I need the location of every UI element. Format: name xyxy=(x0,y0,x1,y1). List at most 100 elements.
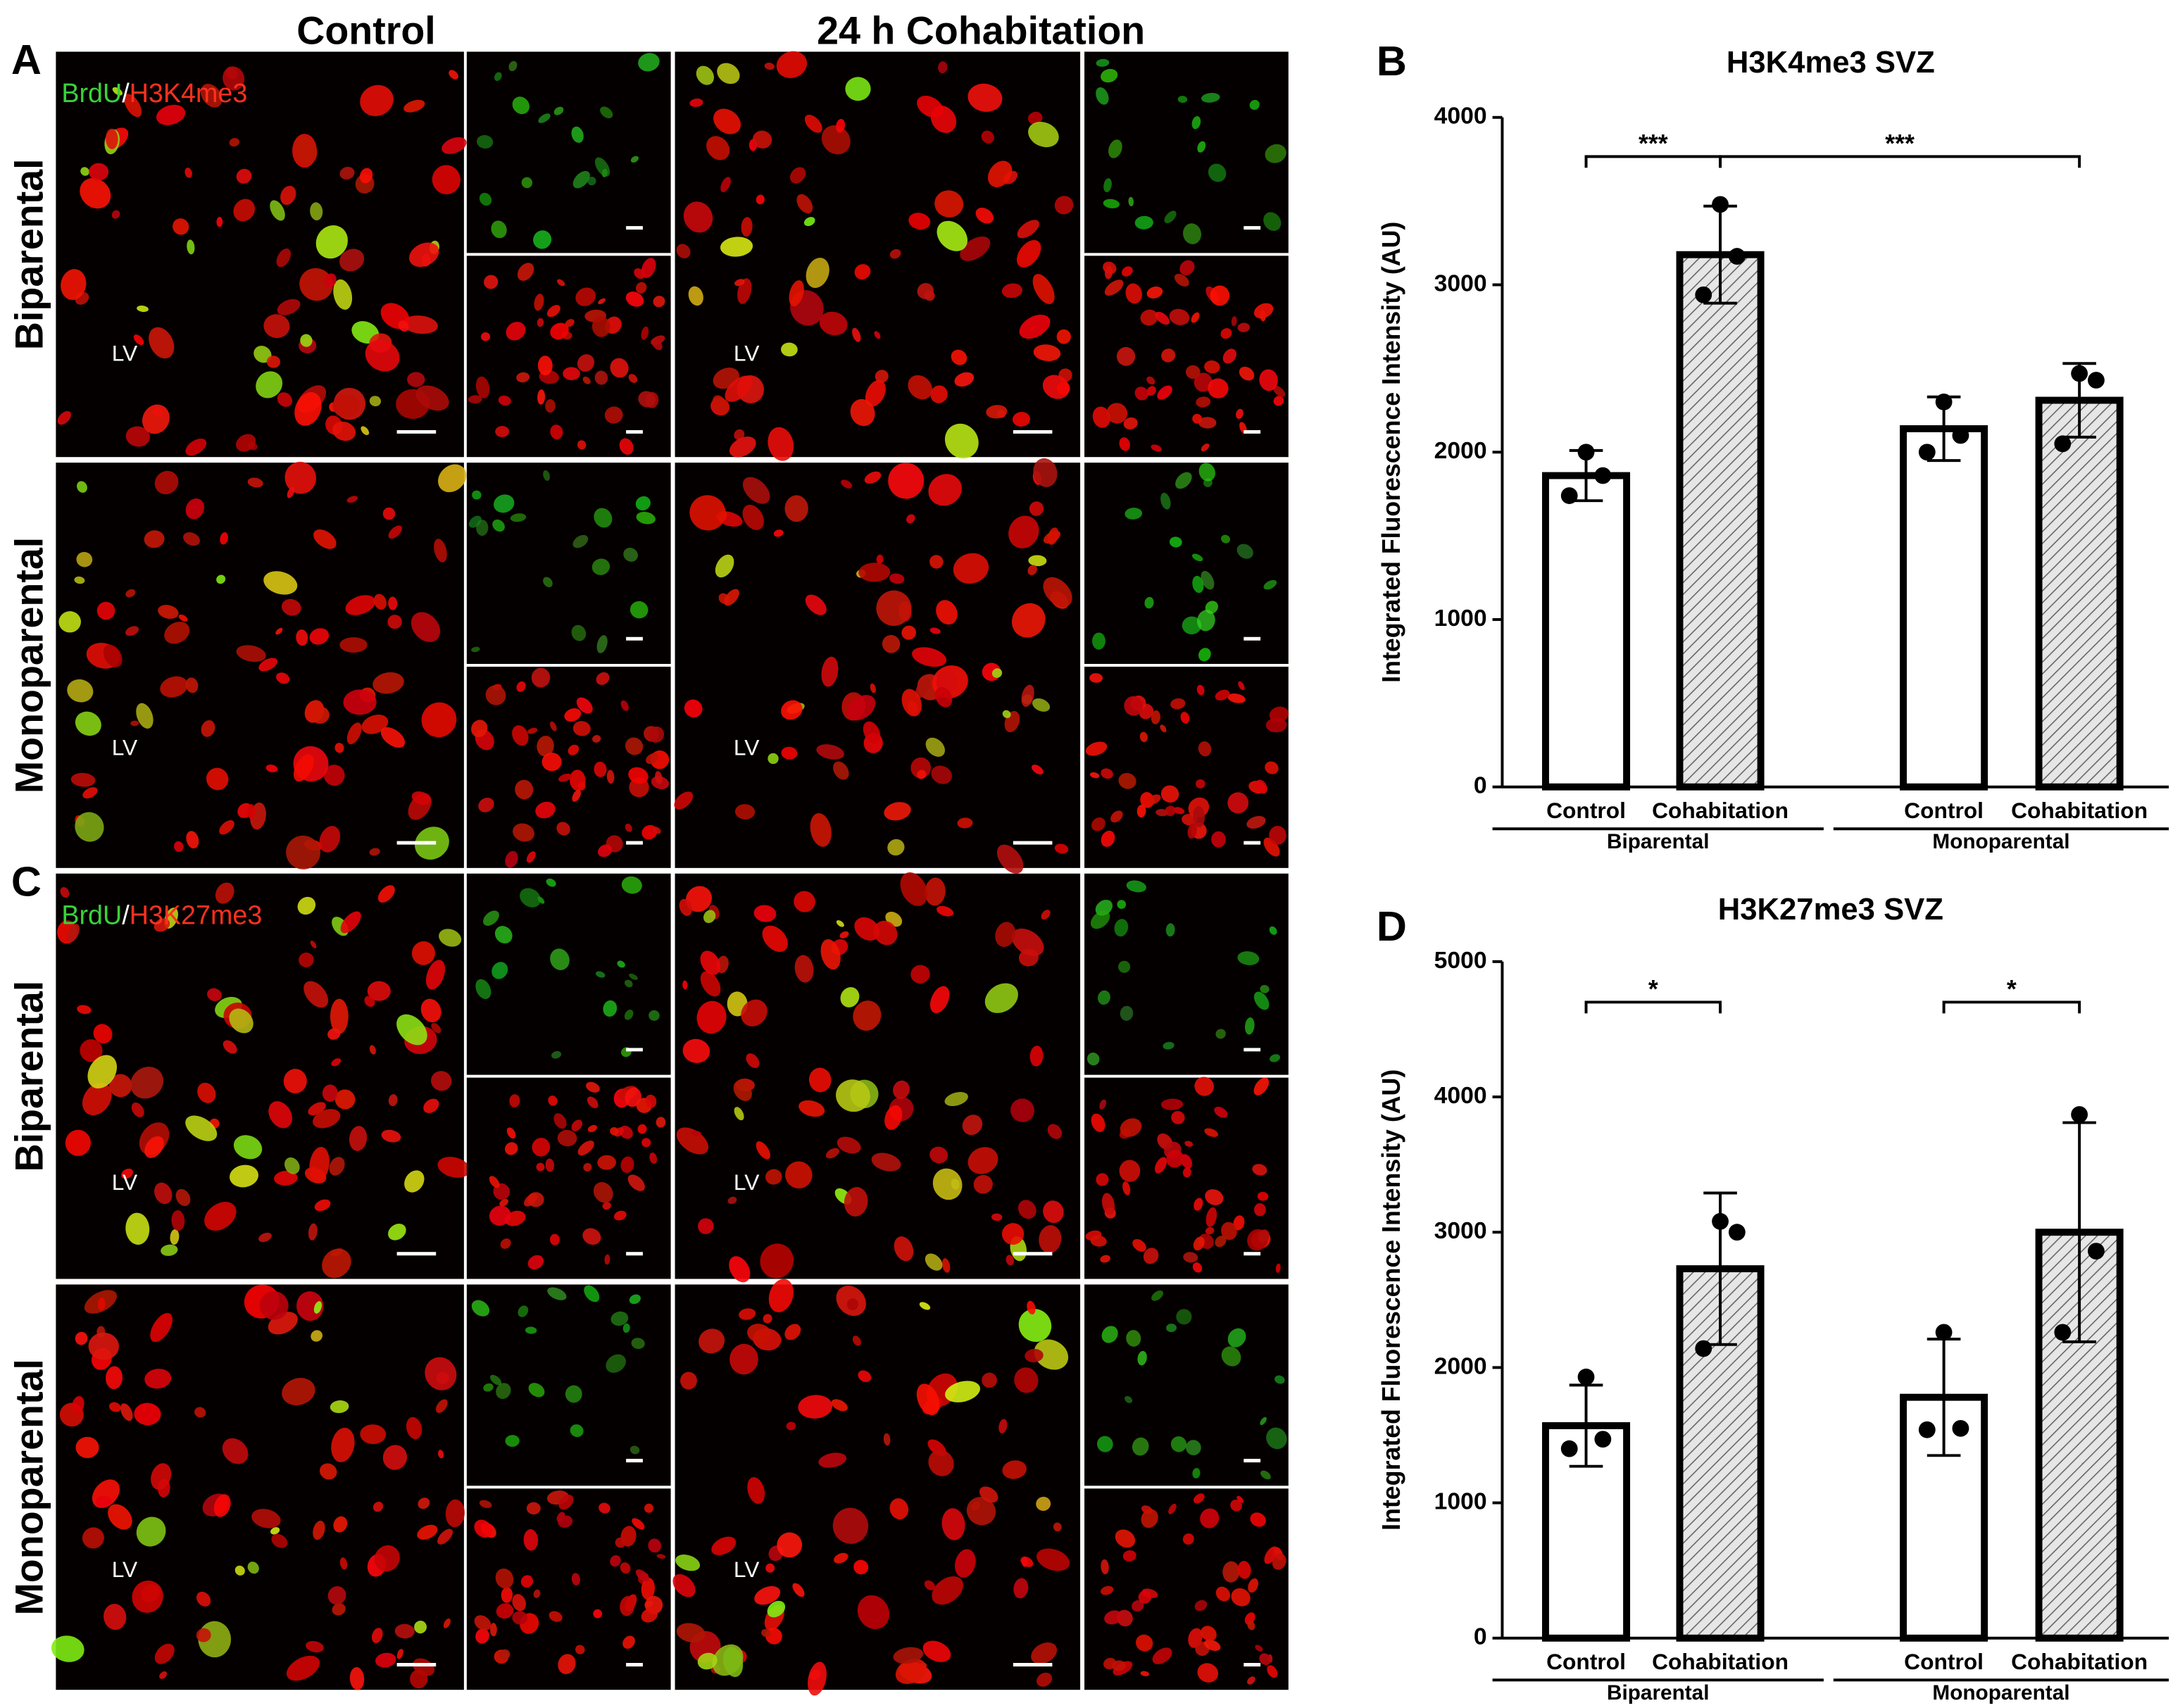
cell xyxy=(1193,1236,1205,1251)
cell xyxy=(858,1370,872,1383)
cell xyxy=(624,1009,634,1020)
cell xyxy=(413,1658,435,1676)
cell xyxy=(1101,1193,1115,1215)
cell xyxy=(1134,215,1153,230)
cell xyxy=(1132,1238,1146,1252)
cell xyxy=(1227,1328,1246,1348)
cell xyxy=(967,83,1003,112)
cell xyxy=(756,1141,770,1160)
cell xyxy=(323,765,345,786)
cell xyxy=(525,1326,537,1334)
cell xyxy=(479,192,492,206)
cell xyxy=(637,1124,647,1134)
x-tick-label: Cohabitation xyxy=(1652,798,1789,823)
cell xyxy=(1028,121,1059,148)
cell xyxy=(1198,417,1217,429)
cell xyxy=(825,1148,839,1159)
cell xyxy=(887,839,905,856)
cell xyxy=(1191,553,1203,562)
cell xyxy=(58,611,81,633)
cell xyxy=(821,125,851,155)
cell xyxy=(871,1153,901,1172)
cell xyxy=(471,720,488,738)
cell xyxy=(1239,366,1255,381)
cell xyxy=(656,1554,666,1559)
cell xyxy=(690,1131,701,1136)
cell xyxy=(979,1486,998,1503)
cell xyxy=(499,1649,510,1660)
cell xyxy=(1096,58,1110,67)
stain-name: H3K4me3 xyxy=(130,78,248,108)
cell xyxy=(675,1555,701,1571)
cell xyxy=(631,1338,645,1350)
cell xyxy=(506,322,526,341)
cell xyxy=(346,722,362,745)
cell xyxy=(171,1210,185,1231)
cell xyxy=(372,1502,384,1512)
cell xyxy=(649,1010,660,1021)
cell xyxy=(1027,1300,1036,1315)
cell xyxy=(1146,376,1155,385)
cell xyxy=(1160,785,1179,803)
cell xyxy=(764,62,775,70)
cell xyxy=(1086,1053,1100,1066)
cell xyxy=(1231,1588,1251,1607)
cell xyxy=(1201,92,1220,103)
cell xyxy=(223,1040,237,1054)
cell xyxy=(1165,805,1176,817)
cell xyxy=(1171,1111,1185,1124)
cell xyxy=(805,594,827,615)
cell xyxy=(404,1170,425,1193)
cell xyxy=(1267,1665,1278,1678)
cell xyxy=(174,841,184,852)
cell xyxy=(549,1611,563,1622)
cell xyxy=(922,1640,951,1662)
cell xyxy=(594,370,608,385)
cell xyxy=(558,1495,574,1510)
cell xyxy=(768,1279,794,1312)
cell xyxy=(1097,990,1110,1005)
cell xyxy=(1104,265,1113,280)
cell xyxy=(310,941,317,948)
cell xyxy=(284,461,316,494)
cell xyxy=(696,1000,727,1034)
cell xyxy=(1089,673,1103,683)
cell xyxy=(1001,1223,1025,1245)
cell xyxy=(1122,1550,1136,1562)
cell xyxy=(494,494,515,513)
cell xyxy=(388,1224,406,1241)
cell xyxy=(294,392,322,426)
cell xyxy=(803,217,815,227)
cell xyxy=(1211,831,1226,848)
cell xyxy=(986,405,1008,419)
cell xyxy=(537,356,553,376)
cell xyxy=(137,306,149,313)
cell xyxy=(1180,712,1190,724)
cell xyxy=(360,1424,387,1445)
cell xyxy=(1215,689,1230,701)
cell xyxy=(606,1354,626,1373)
stain-name: H3K27me3 xyxy=(130,900,263,929)
cell xyxy=(512,725,529,746)
cell xyxy=(836,1079,870,1112)
cell xyxy=(1021,684,1034,708)
cell xyxy=(924,1580,936,1590)
cell xyxy=(546,878,556,887)
cell xyxy=(973,1174,993,1194)
cell xyxy=(648,726,665,743)
cell xyxy=(1272,385,1286,397)
cell xyxy=(1182,616,1202,635)
cell xyxy=(1032,274,1055,304)
cell xyxy=(953,553,989,584)
cell xyxy=(313,529,337,549)
cell xyxy=(761,1628,771,1638)
cell xyxy=(1143,1248,1159,1264)
cell xyxy=(93,1024,113,1044)
cell xyxy=(501,1587,513,1603)
cell xyxy=(201,720,215,737)
cell xyxy=(1236,1495,1244,1503)
cell xyxy=(130,1067,164,1099)
cell xyxy=(294,136,318,165)
cell xyxy=(625,1087,641,1107)
cell xyxy=(966,1497,996,1526)
